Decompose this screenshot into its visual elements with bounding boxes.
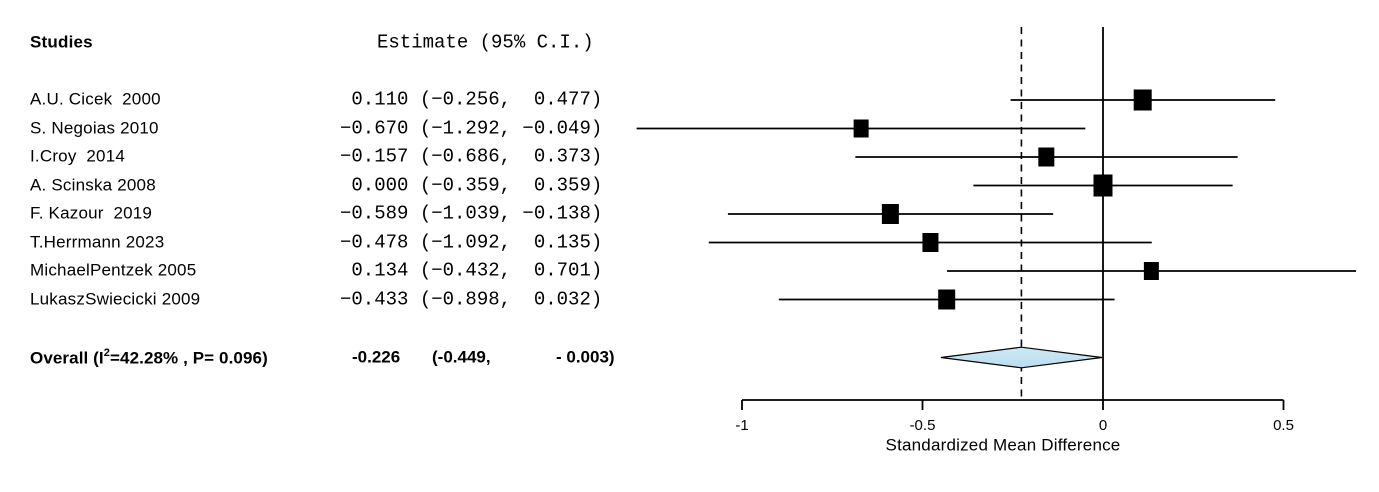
study-estimate-ci: 0.134 (−0.432, 0.701) [340,259,603,282]
x-tick-label: 0.5 [1273,417,1294,434]
study-name: A. Scinska 2008 [30,175,156,195]
estimate-marker [881,204,899,224]
overall-ci-upper: - 0.003) [556,347,615,367]
estimate-marker [1143,262,1159,280]
x-axis-title: Standardized Mean Difference [885,435,1121,455]
study-name: A.U. Cicek 2000 [30,89,161,109]
study-estimate-ci: 0.110 (−0.256, 0.477) [340,88,603,111]
overall-ci-lower: (-0.449, [432,347,491,367]
study-name: LukaszSwiecicki 2009 [30,289,201,309]
study-estimate-ci: −0.157 (−0.686, 0.373) [340,145,603,168]
estimate-marker [922,233,939,252]
study-estimate-ci: −0.478 (−1.092, 0.135) [340,231,603,254]
overall-label: Overall (I2=42.28% , P= 0.096) [30,346,268,368]
studies-column-header: Studies [30,32,93,52]
study-name: T.Herrmann 2023 [30,232,165,252]
overall-label-suffix: =42.28% , P= 0.096) [109,348,268,368]
study-name: S. Negoias 2010 [30,118,159,138]
estimate-marker [1093,174,1113,197]
overall-estimate-value: -0.226 [352,347,401,367]
overall-diamond [940,346,1102,369]
estimate-marker [853,119,869,138]
x-tick-label: -1 [735,417,748,434]
estimate-marker [1133,89,1152,111]
estimate-marker [938,289,956,310]
study-estimate-ci: −0.589 (−1.039, −0.138) [340,202,603,225]
x-tick-label: 0 [1099,417,1107,434]
study-estimate-ci: 0.000 (−0.359, 0.359) [340,174,603,197]
overall-label-superscript: 2 [103,346,110,359]
estimate-column-header: Estimate (95% C.I.) [377,31,594,54]
overall-label-prefix: Overall (I [30,348,104,368]
x-tick-label: -0.5 [910,417,936,434]
study-estimate-ci: −0.433 (−0.898, 0.032) [340,288,603,311]
study-estimate-ci: −0.670 (−1.292, −0.049) [340,117,603,140]
study-name: F. Kazour 2019 [30,203,153,223]
study-name: MichaelPentzek 2005 [30,260,197,280]
estimate-marker [1038,147,1055,167]
study-name: I.Croy 2014 [30,146,126,166]
